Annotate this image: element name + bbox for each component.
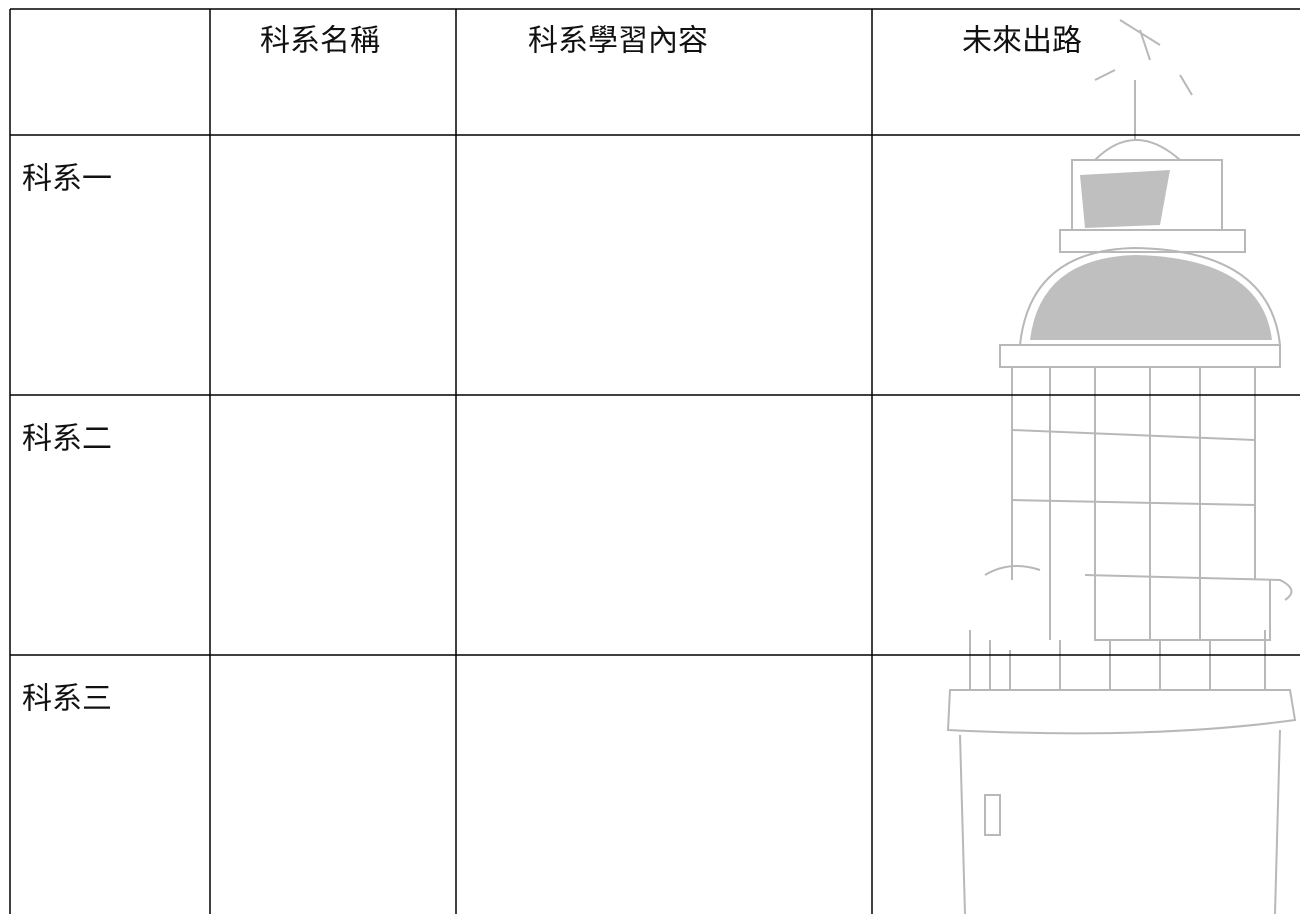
lighthouse-watermark — [946, 19, 1297, 915]
row-header: 科系三 — [22, 682, 112, 717]
column-header: 科系學習內容 — [528, 24, 708, 59]
column-header: 未來出路 — [962, 24, 1082, 59]
column-header: 科系名稱 — [260, 24, 380, 59]
row-header: 科系一 — [22, 162, 112, 197]
row-header: 科系二 — [22, 422, 112, 457]
table-grid — [9, 8, 1300, 914]
